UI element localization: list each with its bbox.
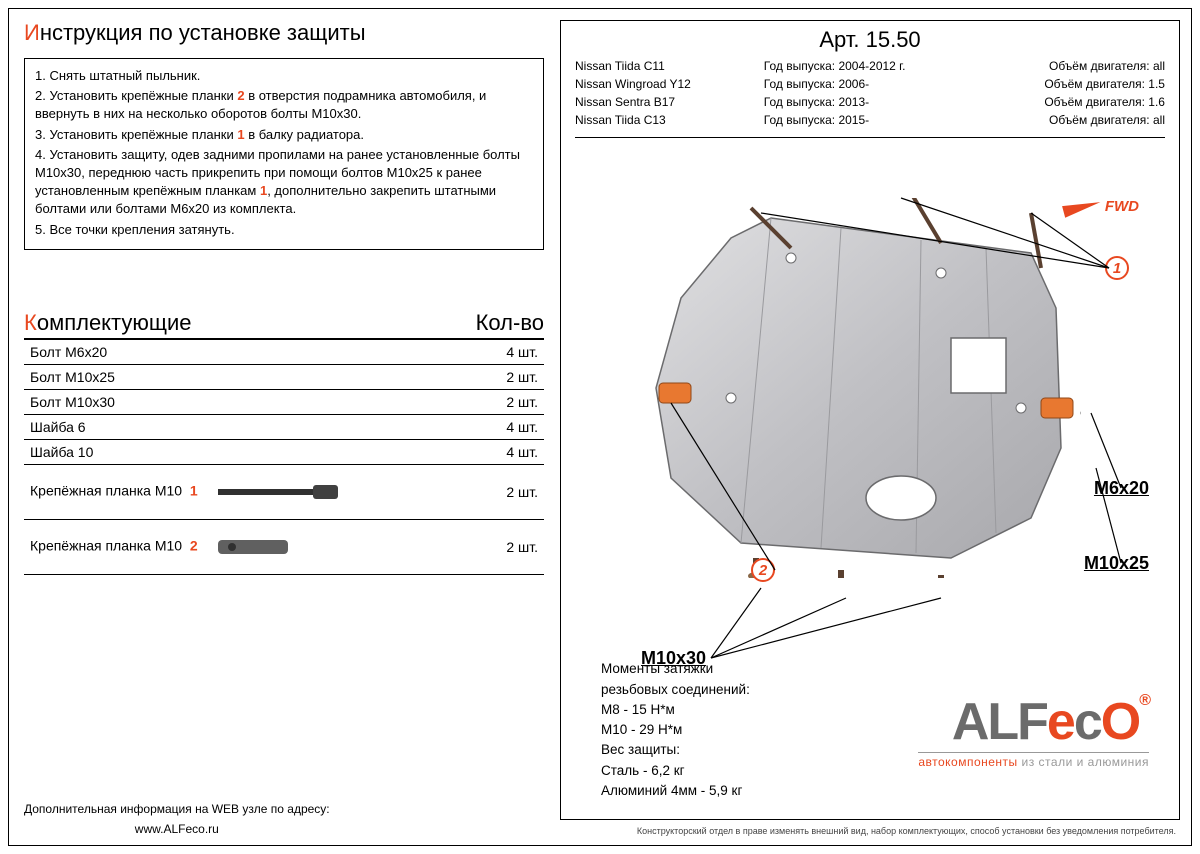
weight-alu: Алюминий 4мм - 5,9 кг — [601, 781, 750, 801]
callout-2: 2 — [751, 558, 775, 582]
article-number: Арт. 15.50 — [561, 21, 1179, 53]
components-section: Комплектующие Кол-во Болт М6х204 шт.Болт… — [24, 310, 544, 575]
logo-sub-b: из стали и алюминия — [1018, 755, 1149, 769]
weight-label: Вес защиты: — [601, 740, 750, 760]
component-row: Шайба 64 шт. — [24, 414, 544, 439]
components-title: Комплектующие — [24, 310, 192, 336]
skid-plate-diagram — [641, 198, 1081, 578]
instruction-step: 2. Установить крепёжные планки 2 в отвер… — [35, 87, 533, 123]
callout-1: 1 — [1105, 256, 1129, 280]
instructions-list: 1. Снять штатный пыльник. 2. Установить к… — [35, 67, 533, 239]
right-panel: Арт. 15.50 Nissan Tiida C11Год выпуска: … — [560, 20, 1180, 820]
instruction-step: 4. Установить защиту, одев задними пропи… — [35, 146, 533, 219]
instructions-title: Инструкция по установке защиты — [24, 20, 544, 46]
component-row: Болт М10х302 шт. — [24, 389, 544, 414]
footer-url: www.ALFeco.ru — [24, 822, 330, 836]
bracket-2-icon — [218, 536, 298, 558]
torque-line1: Моменты затяжки — [601, 659, 750, 679]
comp-title-rest: омплектующие — [37, 310, 192, 335]
callout-2-num: 2 — [759, 562, 767, 579]
label-m6x20: М6х20 — [1094, 478, 1149, 499]
footer-disclaimer: Конструкторский отдел в праве изменять в… — [637, 826, 1176, 836]
component-row: Болт М6х204 шт. — [24, 340, 544, 365]
logo-main: ALFecO® — [918, 692, 1149, 752]
diagram-area: FWD — [561, 138, 1179, 698]
bracket-1-icon — [218, 481, 338, 503]
logo-o: O — [1101, 693, 1139, 751]
callout-1-num: 1 — [1113, 260, 1121, 277]
torque-specs: Моменты затяжки резьбовых соединений: М8… — [601, 659, 750, 801]
vehicle-row: Nissan Tiida C13Год выпуска: 2015-Объём … — [575, 111, 1165, 129]
component-row: Шайба 104 шт. — [24, 439, 544, 464]
logo-reg: ® — [1139, 692, 1149, 709]
weight-steel: Сталь - 6,2 кг — [601, 761, 750, 781]
title-rest: нструкция по установке защиты — [40, 20, 366, 45]
instruction-step: 1. Снять штатный пыльник. — [35, 67, 533, 85]
footer-left: Дополнительная информация на WEB узле по… — [24, 802, 330, 836]
components-table: Болт М6х204 шт.Болт М10х252 шт.Болт М10х… — [24, 340, 544, 575]
fwd-label: FWD — [1105, 198, 1139, 215]
logo-c: c — [1074, 693, 1101, 751]
torque-m8: М8 - 15 Н*м — [601, 700, 750, 720]
title-first-letter: И — [24, 20, 40, 45]
logo-alf: ALF — [952, 693, 1047, 751]
qty-header: Кол-во — [476, 310, 544, 336]
footer-left-a: Дополнительная информация на WEB узле по… — [24, 802, 330, 816]
instruction-step: 3. Установить крепёжные планки 1 в балку… — [35, 126, 533, 144]
logo-sub-a: автокомпоненты — [918, 755, 1017, 769]
torque-line2: резьбовых соединений: — [601, 680, 750, 700]
comp-title-first: К — [24, 310, 37, 335]
vehicle-table: Nissan Tiida C11Год выпуска: 2004-2012 г… — [561, 53, 1179, 135]
torque-m10: М10 - 29 Н*м — [601, 720, 750, 740]
left-panel: Инструкция по установке защиты 1. Снять … — [24, 20, 544, 575]
instruction-step: 5. Все точки крепления затянуть. — [35, 221, 533, 239]
vehicle-row: Nissan Sentra B17Год выпуска: 2013-Объём… — [575, 93, 1165, 111]
components-header: Комплектующие Кол-во — [24, 310, 544, 340]
logo-e: e — [1047, 693, 1074, 751]
instructions-box: 1. Снять штатный пыльник. 2. Установить к… — [24, 58, 544, 250]
vehicle-row: Nissan Tiida C11Год выпуска: 2004-2012 г… — [575, 57, 1165, 75]
vehicle-row: Nissan Wingroad Y12Год выпуска: 2006-Объ… — [575, 75, 1165, 93]
label-m10x25: М10х25 — [1084, 553, 1149, 574]
bracket-row: Крепёжная планка М10 22 шт. — [24, 519, 544, 574]
bracket-row: Крепёжная планка М10 12 шт. — [24, 464, 544, 519]
component-row: Болт М10х252 шт. — [24, 364, 544, 389]
logo-block: ALFecO® автокомпоненты из стали и алюмин… — [918, 692, 1149, 769]
logo-subtitle: автокомпоненты из стали и алюминия — [918, 752, 1149, 769]
